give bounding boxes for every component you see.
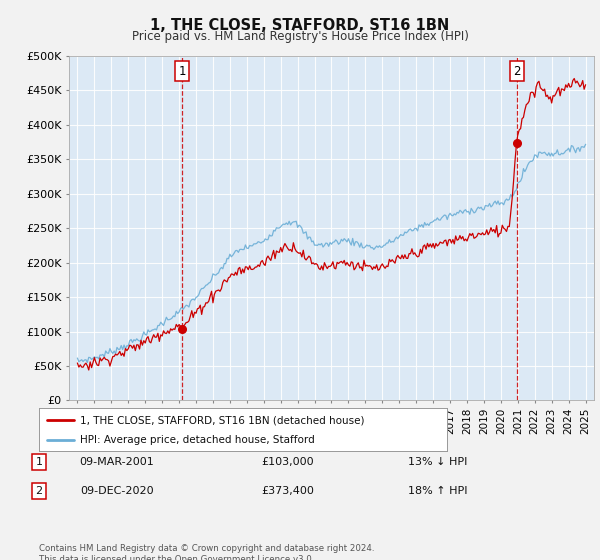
Text: 09-DEC-2020: 09-DEC-2020 <box>80 486 154 496</box>
Text: 2: 2 <box>35 486 43 496</box>
Text: 1, THE CLOSE, STAFFORD, ST16 1BN: 1, THE CLOSE, STAFFORD, ST16 1BN <box>151 18 449 33</box>
Text: 1, THE CLOSE, STAFFORD, ST16 1BN (detached house): 1, THE CLOSE, STAFFORD, ST16 1BN (detach… <box>80 415 364 425</box>
Text: HPI: Average price, detached house, Stafford: HPI: Average price, detached house, Staf… <box>80 435 314 445</box>
Text: £373,400: £373,400 <box>262 486 314 496</box>
Text: £103,000: £103,000 <box>262 457 314 467</box>
Text: Price paid vs. HM Land Registry's House Price Index (HPI): Price paid vs. HM Land Registry's House … <box>131 30 469 43</box>
Text: 09-MAR-2001: 09-MAR-2001 <box>80 457 154 467</box>
Text: 18% ↑ HPI: 18% ↑ HPI <box>408 486 468 496</box>
Text: Contains HM Land Registry data © Crown copyright and database right 2024.
This d: Contains HM Land Registry data © Crown c… <box>39 544 374 560</box>
Text: 13% ↓ HPI: 13% ↓ HPI <box>409 457 467 467</box>
Text: 1: 1 <box>179 64 186 78</box>
Text: 2: 2 <box>513 64 520 78</box>
Text: 1: 1 <box>35 457 43 467</box>
